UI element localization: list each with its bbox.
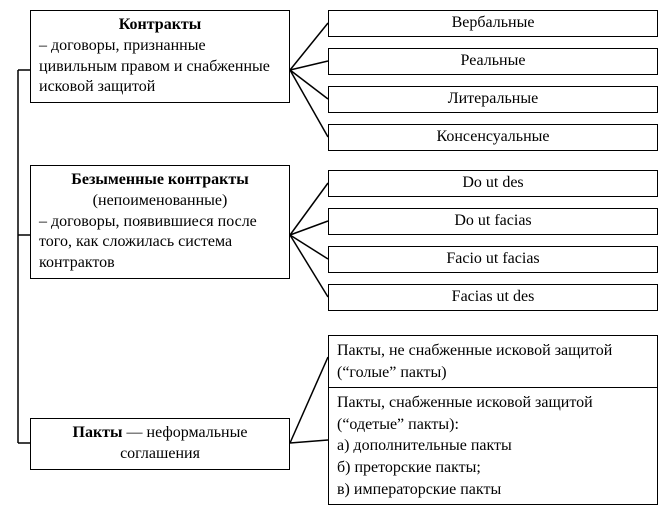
left-box-contracts: Контракты – договоры, признанные цивильн…: [30, 10, 290, 103]
right-box-facias-ut-des: Facias ut des: [328, 284, 658, 311]
pacts-clothed-head: Пакты, снабженные исковой защитой (“одет…: [337, 394, 593, 433]
contracts-body: – договоры, признанные цивильным правом …: [39, 37, 270, 96]
label-real: Реальные: [461, 52, 526, 69]
pacts-clothed-a: а) дополнительные пакты: [337, 437, 512, 454]
innominate-body: – договоры, появившиеся после того, как …: [39, 213, 257, 272]
label-verbal: Вербальные: [452, 14, 535, 31]
pacts-bare: Пакты, не снабженные исковой защитой (“г…: [329, 336, 657, 387]
right-box-do-ut-des: Do ut des: [328, 170, 658, 197]
innominate-subtitle: (непоименованные): [39, 191, 281, 212]
label-do-ut-facias: Do ut facias: [454, 212, 531, 229]
label-facio-ut-facias: Facio ut facias: [446, 250, 539, 267]
left-box-innominate: Безыменные контракты (непоименованные) –…: [30, 165, 290, 279]
right-box-facio-ut-facias: Facio ut facias: [328, 246, 658, 273]
left-box-pacts: Пакты — неформальные соглашения: [30, 418, 290, 470]
pacts-body: — неформальные соглашения: [120, 424, 247, 462]
label-do-ut-des: Do ut des: [462, 174, 523, 191]
right-box-verbal: Вербальные: [328, 10, 658, 37]
pacts-clothed: Пакты, снабженные исковой защитой (“одет…: [329, 387, 657, 504]
pacts-clothed-b: б) преторские пакты;: [337, 459, 481, 476]
innominate-title: Безыменные контракты: [39, 170, 281, 191]
classification-diagram: Контракты – договоры, признанные цивильн…: [10, 10, 658, 515]
label-literal: Литеральные: [448, 90, 538, 107]
right-box-literal: Литеральные: [328, 86, 658, 113]
contracts-title: Контракты: [39, 15, 281, 36]
right-box-pacts-compound: Пакты, не снабженные исковой защитой (“г…: [328, 335, 658, 505]
right-box-real: Реальные: [328, 48, 658, 75]
right-box-do-ut-facias: Do ut facias: [328, 208, 658, 235]
label-consensual: Консенсуальные: [436, 128, 549, 145]
right-box-consensual: Консенсуальные: [328, 124, 658, 151]
pacts-title: Пакты: [73, 424, 123, 441]
pacts-clothed-c: в) императорские пакты: [337, 481, 501, 498]
label-facias-ut-des: Facias ut des: [452, 288, 535, 305]
